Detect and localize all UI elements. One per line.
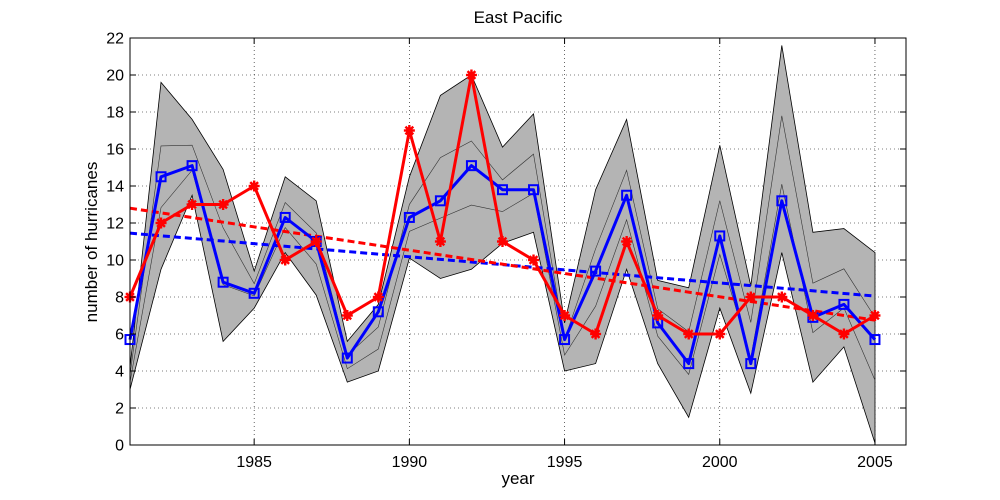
data-point xyxy=(807,310,819,321)
data-point xyxy=(559,310,571,321)
data-point xyxy=(496,184,508,196)
data-point xyxy=(683,328,695,340)
data-point xyxy=(590,265,602,277)
axis-ticks: 1985 1990 1995 2000 2005 0 2 4 6 8 10 12 14 16 18 20 22 xyxy=(106,31,906,471)
data-point xyxy=(434,236,446,247)
data-point xyxy=(186,160,198,172)
data-point xyxy=(279,254,291,266)
data-point xyxy=(652,310,664,321)
data-point xyxy=(372,291,384,303)
data-point xyxy=(186,199,198,210)
y-tick-label: 22 xyxy=(106,31,124,48)
y-tick-label: 18 xyxy=(106,105,124,122)
x-axis-title: year xyxy=(501,469,534,488)
ensemble-line xyxy=(129,115,876,375)
data-point xyxy=(217,276,229,288)
plot-frame xyxy=(129,37,907,446)
data-point xyxy=(465,69,477,81)
data-point xyxy=(869,310,881,321)
y-tick-label: 4 xyxy=(115,364,124,381)
data-point xyxy=(745,358,757,370)
data-point xyxy=(838,298,850,310)
y-tick-label: 0 xyxy=(115,438,124,455)
data-point xyxy=(155,171,167,183)
data-series xyxy=(124,69,881,370)
data-point xyxy=(341,352,353,364)
y-tick-label: 10 xyxy=(106,253,124,270)
data-point xyxy=(714,230,726,242)
x-tick-label: 1985 xyxy=(236,454,272,471)
trend-line xyxy=(129,231,876,298)
y-tick-label: 12 xyxy=(106,216,124,233)
y-tick-label: 2 xyxy=(115,401,124,418)
data-point xyxy=(403,125,415,136)
data-point xyxy=(621,189,633,201)
data-point xyxy=(714,328,726,340)
x-tick-label: 2000 xyxy=(702,454,738,471)
data-point xyxy=(869,334,881,346)
data-point xyxy=(683,358,695,370)
y-tick-label: 8 xyxy=(115,290,124,307)
data-point xyxy=(279,211,291,223)
y-axis-title: number of hurricanes xyxy=(82,162,101,323)
data-point xyxy=(528,254,540,266)
data-point xyxy=(776,195,788,207)
data-point xyxy=(590,328,602,340)
x-tick-label: 1990 xyxy=(392,454,428,471)
data-point xyxy=(776,291,788,303)
data-point xyxy=(745,291,757,303)
data-point xyxy=(838,328,850,340)
y-tick-label: 20 xyxy=(106,68,124,85)
y-tick-label: 6 xyxy=(115,327,124,344)
data-point xyxy=(310,236,322,247)
x-tick-label: 1995 xyxy=(547,454,583,471)
y-tick-label: 14 xyxy=(106,179,124,196)
data-point xyxy=(403,211,415,223)
data-point xyxy=(155,217,167,229)
data-point xyxy=(621,236,633,247)
data-point xyxy=(341,310,353,321)
data-point xyxy=(248,287,260,299)
data-point xyxy=(559,334,571,346)
y-tick-label: 16 xyxy=(106,142,124,159)
series-line xyxy=(128,164,877,366)
chart-title: East Pacific xyxy=(474,8,563,27)
x-tick-label: 2005 xyxy=(857,454,893,471)
data-point xyxy=(217,199,229,210)
data-point xyxy=(372,306,384,318)
data-point xyxy=(496,236,508,247)
data-point xyxy=(248,180,260,192)
data-point xyxy=(465,160,477,172)
data-point xyxy=(434,195,446,207)
data-point xyxy=(528,184,540,196)
